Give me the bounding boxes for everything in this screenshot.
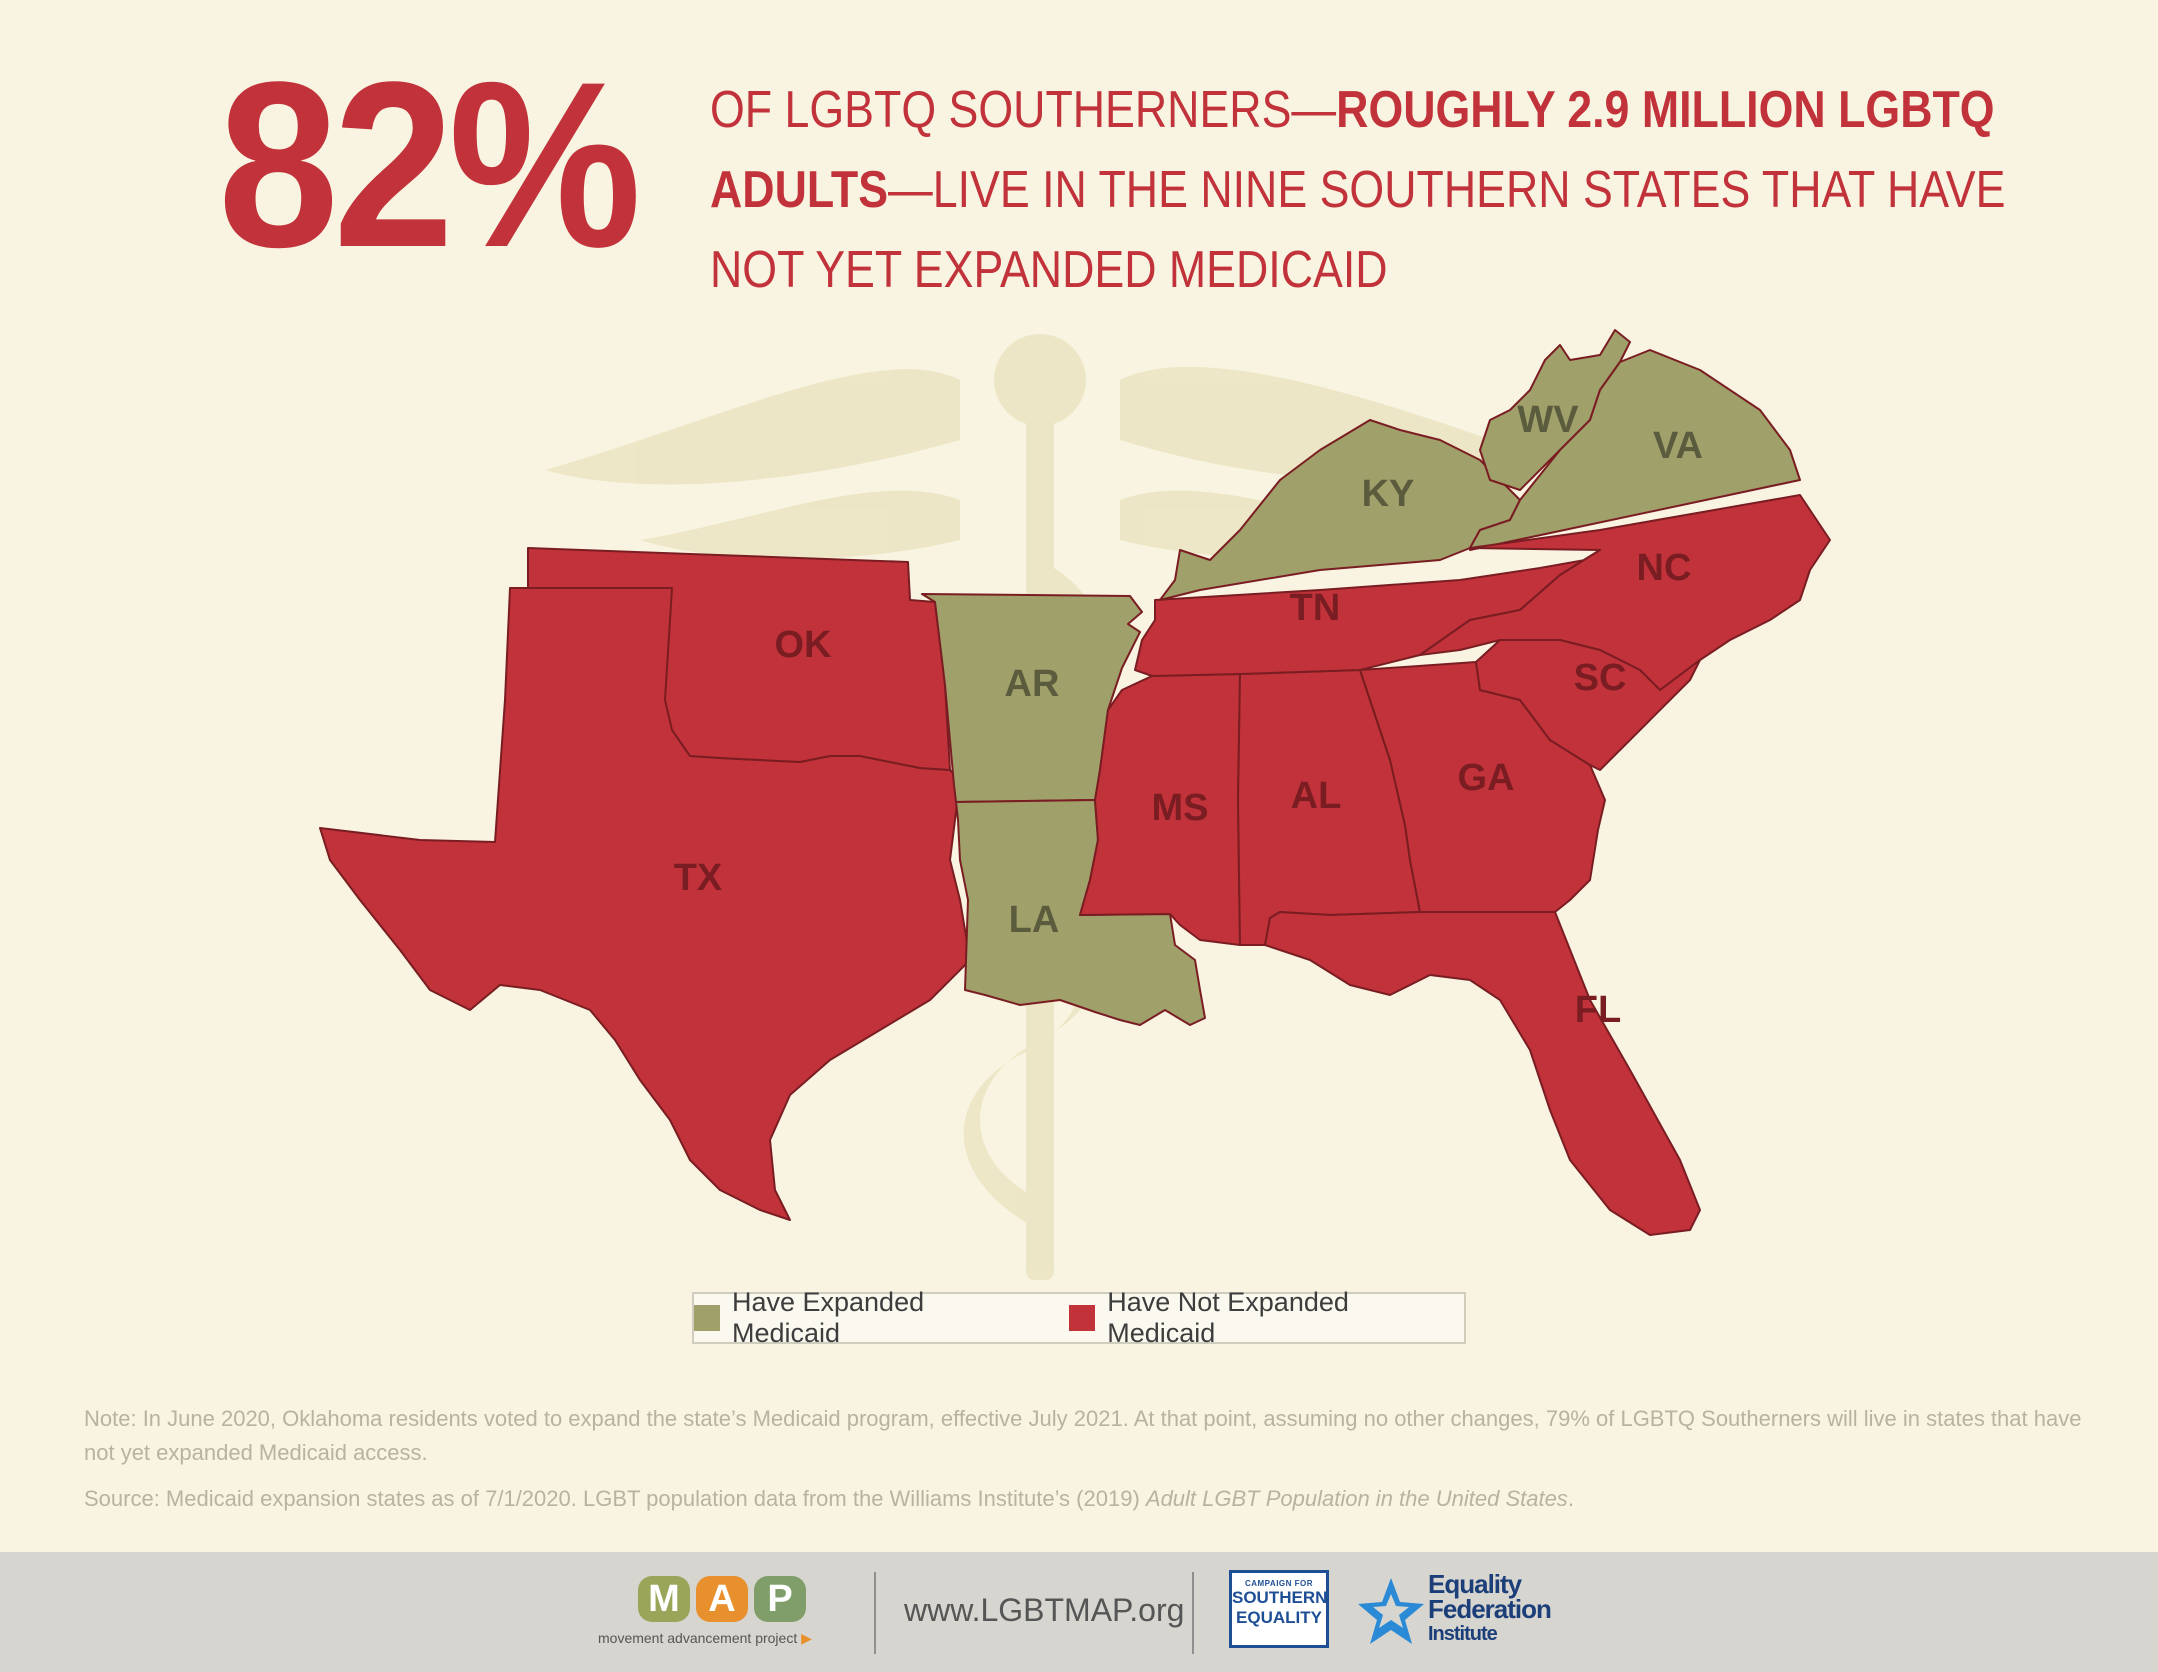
state-label-ga: GA <box>1458 757 1515 799</box>
headline-part2: —LIVE IN THE NINE SOUTHERN STATES THAT H… <box>710 161 2006 299</box>
footer-divider <box>1192 1572 1194 1654</box>
efi-line3: Institute <box>1428 1623 1498 1645</box>
cse-logo-line2: EQUALITY <box>1236 1608 1322 1627</box>
footer-bar: M A P movement advancement project ▶ www… <box>0 1552 2158 1672</box>
state-label-tx: TX <box>674 857 723 899</box>
state-wv <box>1479 329 1631 491</box>
state-label-ok: OK <box>775 624 833 666</box>
efi-line1: Equality <box>1428 1569 1522 1599</box>
footnote: Note: In June 2020, Oklahoma residents v… <box>84 1406 2082 1465</box>
source-note: Source: Medicaid expansion states as of … <box>84 1482 2084 1516</box>
state-label-ky: KY <box>1362 473 1415 515</box>
efi-logo-text: Equality Federation Institute <box>1428 1569 1552 1647</box>
state-label-sc: SC <box>1574 657 1627 699</box>
state-label-nc: NC <box>1637 547 1692 589</box>
southern-states-map: TX OK AR LA MS AL GA FL TN KY WV VA NC SC <box>319 329 1831 1280</box>
state-labels: TX OK AR LA MS AL GA FL TN KY WV VA NC SC <box>674 399 1703 1031</box>
legend-label-expanded: Have Expanded Medicaid <box>731 1287 925 1348</box>
state-label-tn: TN <box>1290 587 1341 629</box>
map-logo-tagline: movement advancement project ▶ <box>598 1630 812 1647</box>
map-legend: Have Expanded Medicaid Have Not Expanded… <box>692 1287 1466 1348</box>
state-shapes <box>319 329 1831 1236</box>
star-icon <box>1358 1578 1424 1644</box>
headline-bold: ROUGHLY 2.9 MILLION LGBTQ ADULTS <box>710 81 1995 219</box>
state-label-la: LA <box>1009 899 1060 941</box>
state-label-al: AL <box>1291 775 1342 817</box>
state-label-fl: FL <box>1575 989 1621 1031</box>
footer-divider <box>874 1572 876 1654</box>
source-italic: Adult LGBT Population in the United Stat… <box>1145 1486 1568 1511</box>
state-sc <box>1475 639 1701 771</box>
map-logo-letters: M A P <box>638 1576 806 1622</box>
cse-logo-small: CAMPAIGN FOR <box>1244 1579 1314 1588</box>
legend-item-not-expanded: Have Not Expanded Medicaid <box>1069 1287 1464 1349</box>
efi-line2: Federation <box>1428 1594 1552 1624</box>
state-va <box>1469 349 1801 551</box>
state-label-ms: MS <box>1152 787 1209 829</box>
equality-federation-logo[interactable]: Equality Federation Institute <box>1356 1569 1576 1652</box>
source-end: . <box>1567 1486 1574 1511</box>
legend-item-expanded: Have Expanded Medicaid <box>694 1287 1039 1349</box>
legend-swatch-not-expanded <box>1069 1305 1096 1331</box>
state-label-wv: WV <box>1517 399 1579 441</box>
state-label-va: VA <box>1653 425 1703 467</box>
website-link[interactable]: www.LGBTMAP.org <box>904 1592 1185 1628</box>
map-logo-letter-a: A <box>696 1576 748 1622</box>
state-fl <box>1264 911 1701 1236</box>
map-logo[interactable]: M A P movement advancement project ▶ <box>598 1576 838 1656</box>
campaign-southern-equality-logo[interactable]: CAMPAIGN FOR SOUTHERN EQUALITY <box>1229 1570 1329 1648</box>
headline-text: OF LGBTQ SOUTHERNERS—ROUGHLY 2.9 MILLION… <box>710 70 2052 310</box>
cse-logo-line1: SOUTHERN <box>1232 1588 1328 1607</box>
map-tagline-text: movement advancement project <box>598 1630 798 1646</box>
map-logo-letter-p: P <box>754 1576 806 1622</box>
triangle-icon: ▶ <box>801 1630 812 1646</box>
map-logo-letter-m: M <box>638 1576 690 1622</box>
state-label-ar: AR <box>1005 663 1060 705</box>
headline-part1: OF LGBTQ SOUTHERNERS— <box>710 81 1337 139</box>
legend-label-not-expanded: Have Not Expanded Medicaid <box>1107 1287 1349 1348</box>
legend-swatch-expanded <box>694 1305 720 1331</box>
headline: 82% OF LGBTQ SOUTHERNERS—ROUGHLY 2.9 MIL… <box>0 0 2158 300</box>
headline-percent: 82% <box>218 33 642 297</box>
state-ky <box>1159 419 1521 601</box>
source-text: Source: Medicaid expansion states as of … <box>84 1486 1146 1511</box>
